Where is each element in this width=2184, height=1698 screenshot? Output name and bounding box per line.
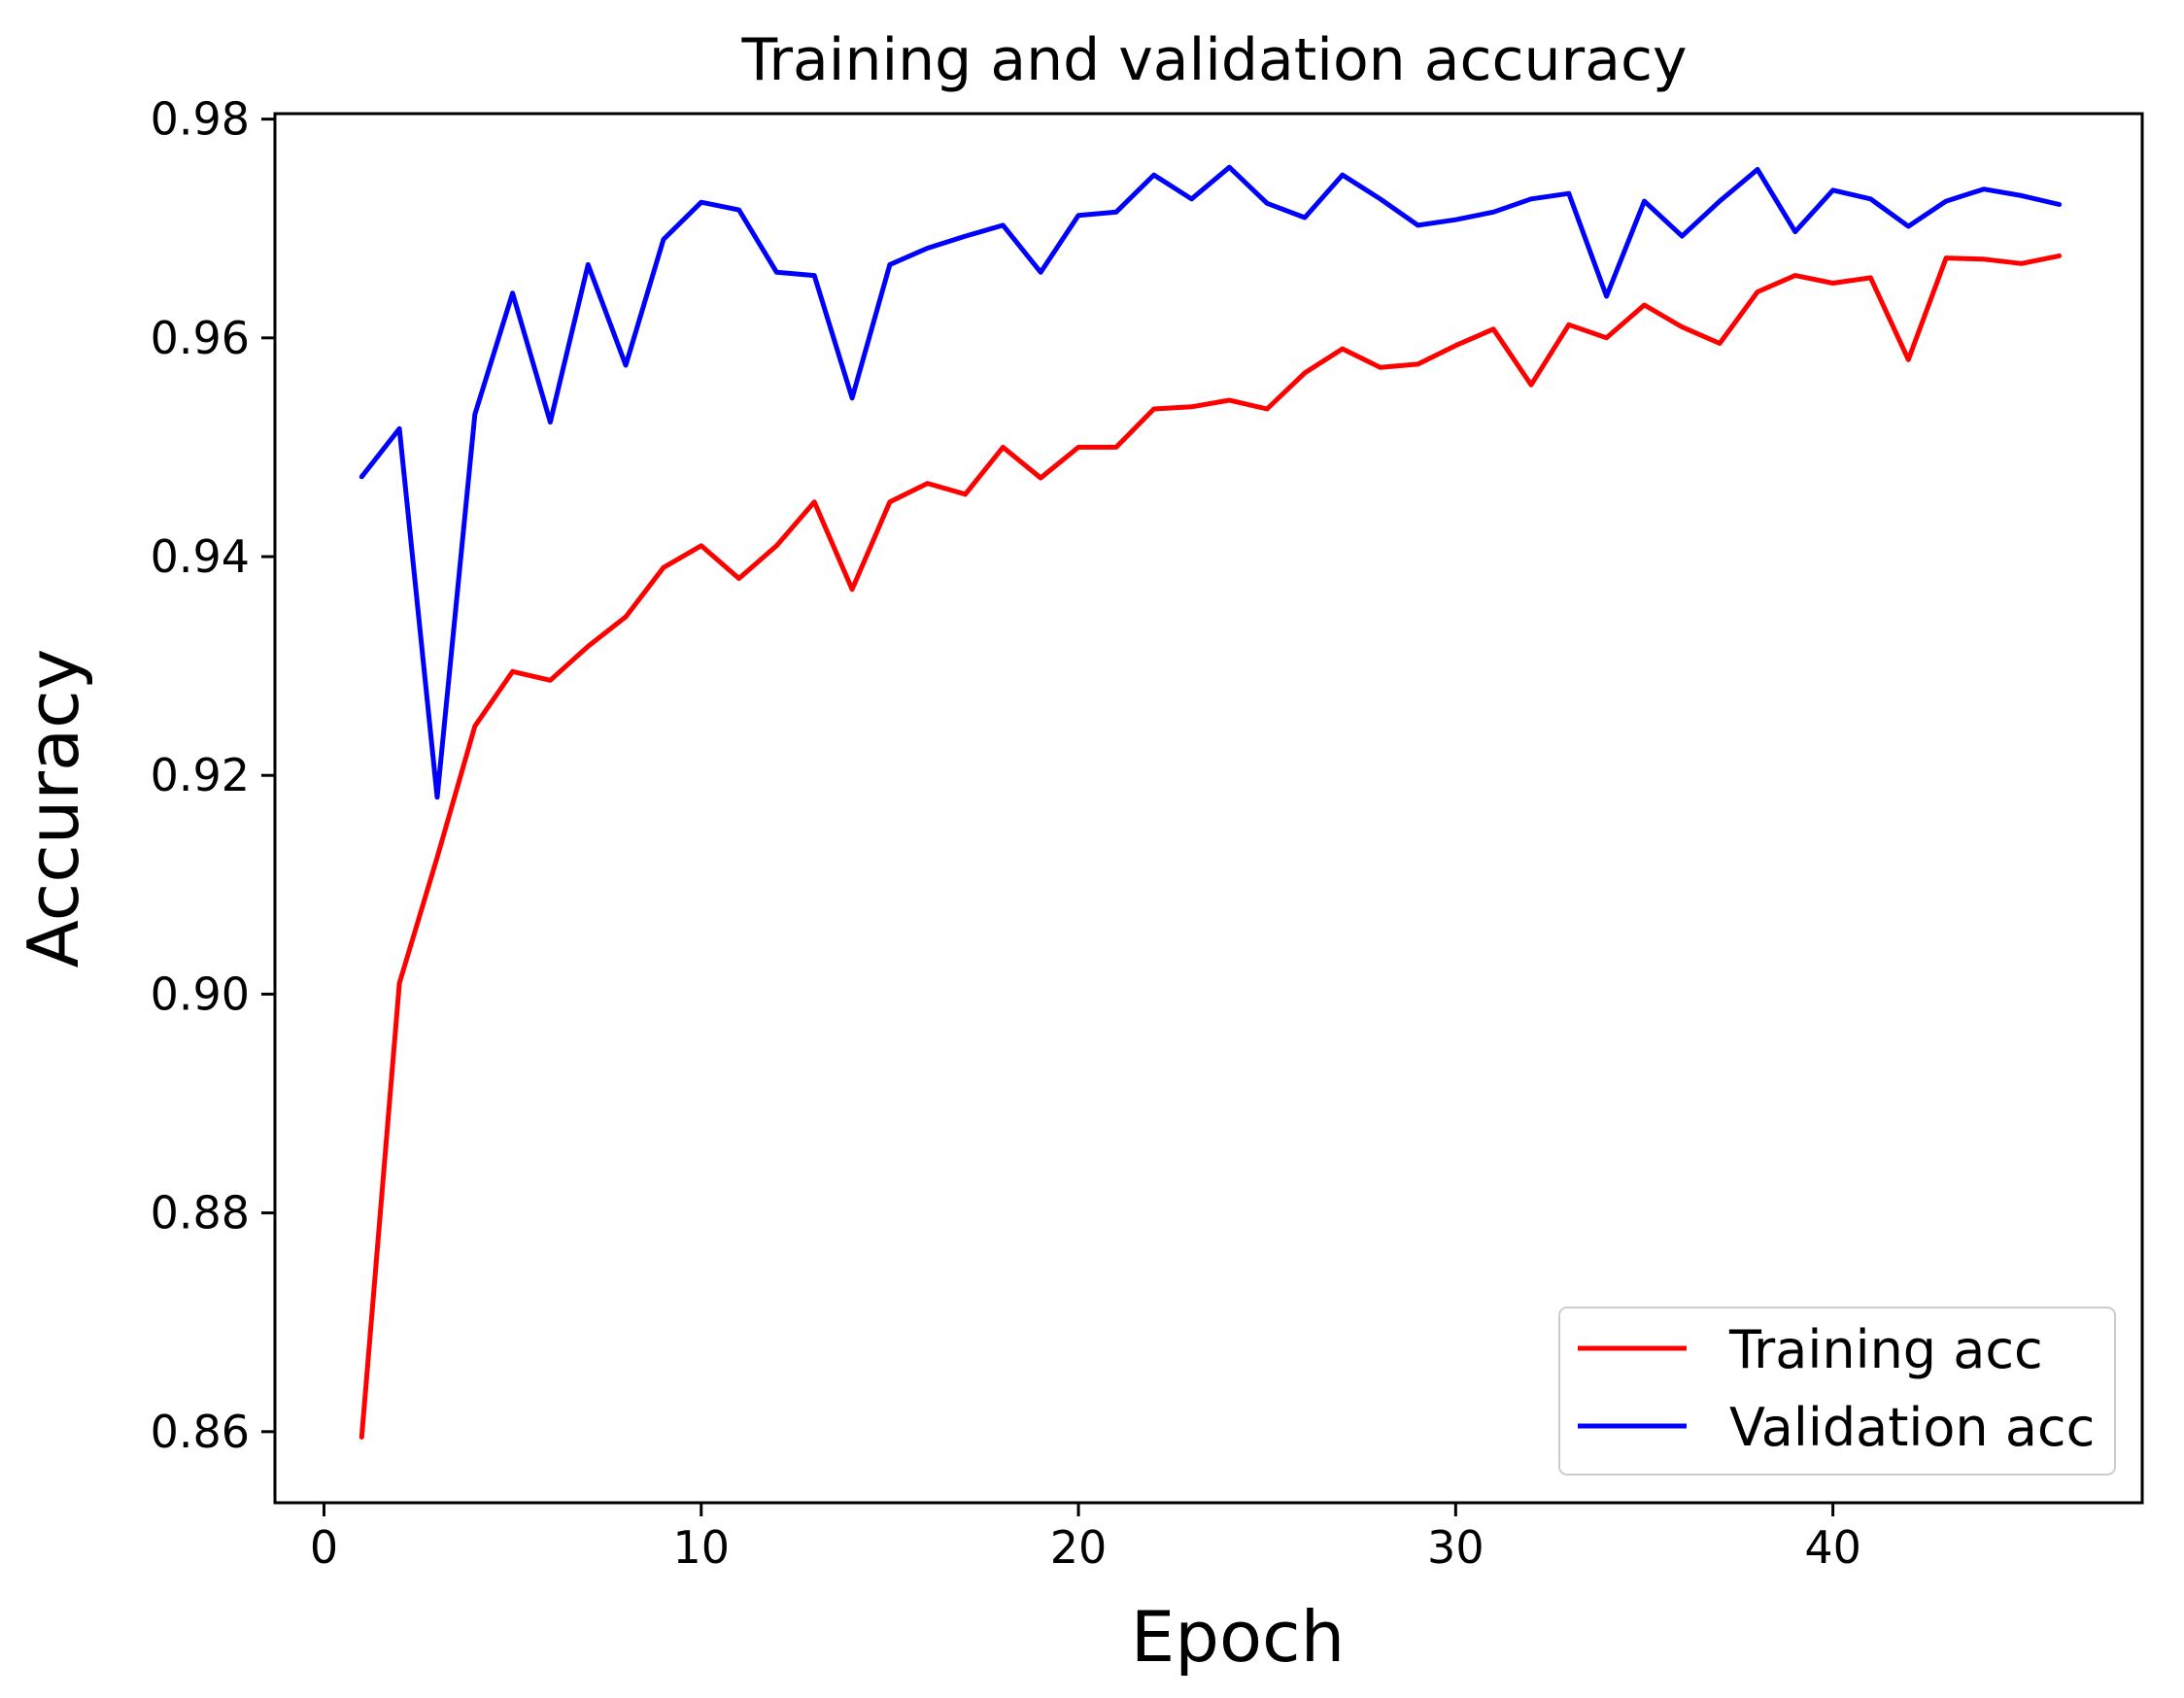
y-tick-label: 0.88 [151,1187,250,1240]
legend: Training acc Validation acc [1558,1307,2116,1476]
x-tick-label: 40 [1804,1521,1861,1574]
validation-acc-line [358,164,2063,800]
y-tick-label: 0.90 [151,968,250,1020]
x-axis-ticks: 0 10 20 30 40 [310,1503,1861,1574]
legend-box [1558,1307,2116,1476]
x-tick-label: 20 [1050,1521,1108,1574]
y-tick-label: 0.98 [151,93,250,146]
legend-label-training: Training acc [1728,1319,2043,1380]
x-tick-label: 0 [310,1521,338,1574]
x-tick-label: 10 [672,1521,730,1574]
y-axis-label: Accuracy [13,649,94,968]
legend-label-validation: Validation acc [1729,1397,2095,1458]
y-tick-label: 0.86 [151,1406,250,1458]
x-tick-label: 30 [1427,1521,1484,1574]
y-tick-label: 0.92 [151,749,250,801]
x-axis-label: Epoch [1131,1596,1345,1678]
plot-area-frame [273,112,2144,1505]
chart-title: Training and validation accuracy [741,26,1688,94]
training-acc-line [358,253,2063,1440]
series-layer [358,164,2063,1440]
y-tick-label: 0.94 [151,530,250,583]
y-tick-label: 0.96 [151,312,250,364]
y-axis-ticks: 0.86 0.88 0.90 0.92 0.94 0.96 0.98 [151,93,275,1458]
